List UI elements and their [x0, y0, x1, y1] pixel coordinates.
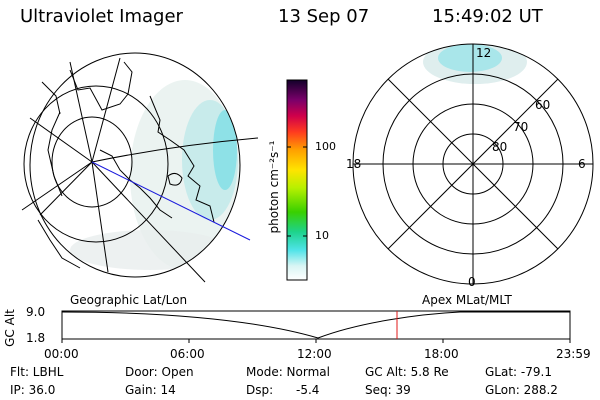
colorbar-unit-label: photon cm⁻²s⁻¹ [267, 140, 281, 234]
mlt-label-18: 18 [346, 157, 362, 171]
dsp-value: -5.4 [296, 383, 320, 397]
color-bar [286, 79, 308, 281]
alt-x-tick-2359: 23:59 [556, 347, 591, 361]
gain-info: Gain: 14 [125, 383, 176, 397]
date-label: 13 Sep 07 [278, 6, 370, 27]
mlat-label-60: 60 [535, 98, 551, 112]
altitude-curve [61, 311, 570, 339]
alt-x-tick-1200: 12:00 [297, 347, 332, 361]
filter-info: Flt: LBHL [10, 365, 64, 379]
door-info: Door: Open [125, 365, 194, 379]
instrument-title: Ultraviolet Imager [20, 6, 183, 27]
colorbar-tick-100: 100 [315, 140, 336, 153]
altitude-plot [61, 310, 571, 343]
glon-info: GLon: 288.2 [485, 383, 558, 397]
look-direction-line [91, 161, 251, 241]
gc-alt-info: GC Alt: 5.8 Re [365, 365, 449, 379]
seq-info: Seq: 39 [365, 383, 411, 397]
alt-x-tick-0000: 00:00 [44, 347, 79, 361]
colorbar-tick-10: 10 [315, 229, 329, 242]
mlat-label-80: 80 [492, 140, 508, 154]
alt-axis-title: GC Alt [3, 309, 17, 347]
mlt-label-12: 12 [476, 46, 492, 60]
mlt-label-6: 6 [578, 157, 586, 171]
alt-y-tick-top: 9.0 [26, 305, 46, 319]
mlt-label-0: 0 [468, 275, 476, 289]
alt-x-tick-1800: 18:00 [424, 347, 459, 361]
mlat-label-70: 70 [513, 120, 529, 134]
geographic-map [21, 52, 259, 283]
mode-info: Mode: Normal [246, 365, 330, 379]
time-label: 15:49:02 UT [432, 6, 543, 27]
glat-info: GLat: -79.1 [485, 365, 552, 379]
alt-y-tick-bottom: 1.8 [26, 331, 46, 345]
magnetic-panel-label: Apex MLat/MLT [422, 293, 512, 307]
geographic-panel-label: Geographic Lat/Lon [70, 293, 188, 307]
magnetic-polar-plot [352, 43, 594, 285]
alt-x-tick-0600: 06:00 [170, 347, 205, 361]
ip-info: IP: 36.0 [10, 383, 56, 397]
dsp-label: Dsp: [246, 383, 274, 397]
